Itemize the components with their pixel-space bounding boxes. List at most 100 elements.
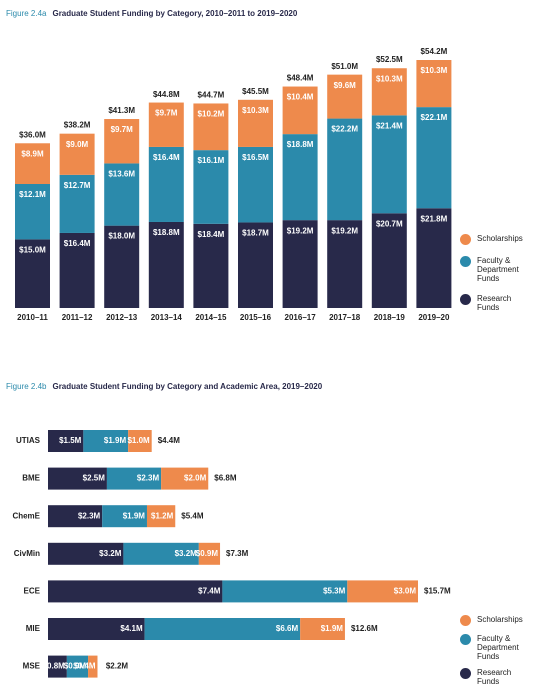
x-tick-label: 2016–17 xyxy=(285,313,317,322)
value-label: $9.7M xyxy=(155,109,178,118)
bar-segment xyxy=(59,174,95,233)
legend-entry: Faculty & Department Funds xyxy=(460,634,540,661)
bar-segment xyxy=(48,505,103,528)
legend-entry: Scholarships xyxy=(460,234,540,245)
value-label: $18.4M xyxy=(198,230,225,239)
value-label: $16.5M xyxy=(242,153,269,162)
value-label: $10.4M xyxy=(287,93,314,102)
value-label: $0.9M xyxy=(196,549,219,558)
bar-segment xyxy=(123,542,199,565)
bar-segment xyxy=(222,580,348,603)
bar-segment xyxy=(193,103,229,151)
bar-segment xyxy=(59,133,95,175)
total-label: $4.4M xyxy=(158,436,181,445)
legend-entry: Scholarships xyxy=(460,615,540,626)
x-tick-label: 2010–11 xyxy=(17,313,48,322)
value-label: $19.2M xyxy=(287,226,314,235)
value-label: $21.8M xyxy=(421,214,448,223)
x-tick-label: 2018–19 xyxy=(374,313,406,322)
value-label: $1.9M xyxy=(321,624,344,633)
value-label: $21.4M xyxy=(376,121,403,130)
value-label: $9.7M xyxy=(111,125,134,134)
bar-segment xyxy=(193,223,229,308)
value-label: $18.8M xyxy=(153,228,180,237)
bar-segment xyxy=(238,146,273,223)
y-tick-label: BME xyxy=(22,474,40,483)
bar-segment xyxy=(48,580,223,603)
value-label: $12.7M xyxy=(64,181,91,190)
y-tick-label: ECE xyxy=(24,587,41,596)
figure-label: Figure 2.4b xyxy=(6,382,47,391)
value-label: $10.3M xyxy=(376,74,403,83)
value-label: $22.1M xyxy=(421,113,448,122)
value-label: $18.8M xyxy=(287,140,314,149)
bar-segment xyxy=(15,143,50,184)
value-label: $10.2M xyxy=(198,110,225,119)
bar-segment xyxy=(144,618,301,640)
bar-segment xyxy=(83,430,129,452)
total-label: $38.2M xyxy=(64,120,91,129)
total-label: $41.3M xyxy=(108,106,135,115)
total-label: $7.3M xyxy=(226,549,249,558)
x-tick-label: 2014–15 xyxy=(195,313,227,322)
bar-segment xyxy=(48,618,145,640)
legend-label: Research Funds xyxy=(477,668,512,686)
bar-segment xyxy=(15,239,50,308)
total-label: $36.0M xyxy=(19,130,46,139)
bar-segment xyxy=(148,221,184,308)
bar-segment xyxy=(193,150,229,224)
legend-swatch xyxy=(460,234,471,245)
value-label: $13.6M xyxy=(108,170,135,179)
legend-label: Research Funds xyxy=(477,294,512,312)
total-label: $48.4M xyxy=(287,74,314,83)
total-label: $6.8M xyxy=(214,474,237,483)
value-label: $19.2M xyxy=(331,226,358,235)
value-label: $22.2M xyxy=(331,125,358,134)
value-label: $20.7M xyxy=(376,219,403,228)
y-tick-label: MSE xyxy=(23,662,41,671)
value-label: $2.0M xyxy=(184,474,207,483)
total-label: $52.5M xyxy=(376,55,403,64)
value-label: $16.4M xyxy=(153,153,180,162)
value-label: $2.3M xyxy=(137,474,160,483)
bar-segment xyxy=(371,115,407,214)
total-label: $5.4M xyxy=(181,511,204,520)
value-label: $1.9M xyxy=(104,436,127,445)
y-tick-label: ChemE xyxy=(12,511,40,520)
value-label: $4.1M xyxy=(120,624,143,633)
y-tick-label: UTIAS xyxy=(16,436,41,445)
chart-title: Figure 2.4b Graduate Student Funding by C… xyxy=(6,382,323,391)
bar-segment xyxy=(327,74,363,119)
value-label: $18.7M xyxy=(242,229,269,238)
total-label: $44.7M xyxy=(198,91,225,100)
value-label: $3.0M xyxy=(394,587,417,596)
value-label: $16.1M xyxy=(198,156,225,165)
value-label: $0.4M xyxy=(73,662,96,671)
chart-title: Figure 2.4a Graduate Student Funding by C… xyxy=(6,9,298,18)
value-label: $2.5M xyxy=(83,474,106,483)
value-label: $5.3M xyxy=(323,587,346,596)
legend-label: Scholarships xyxy=(477,234,523,243)
bar-segment xyxy=(104,119,140,164)
bar-segment xyxy=(88,655,98,678)
value-label: $8.9M xyxy=(21,149,44,158)
value-label: $1.9M xyxy=(123,511,146,520)
y-tick-label: CivMin xyxy=(14,549,40,558)
total-label: $44.8M xyxy=(153,90,180,99)
legend-entry: Research Funds xyxy=(460,668,540,686)
total-label: $15.7M xyxy=(424,587,451,596)
y-tick-label: MIE xyxy=(26,624,41,633)
value-label: $12.1M xyxy=(19,190,46,199)
bar-segment xyxy=(48,430,84,452)
bar-segment xyxy=(238,222,273,308)
legend-entry: Faculty & Department Funds xyxy=(460,256,540,283)
bar-segment xyxy=(416,208,452,308)
bar-segment xyxy=(416,107,452,209)
bar-segment xyxy=(148,102,184,147)
legend-label: Faculty & Department Funds xyxy=(477,256,519,283)
legend-label: Scholarships xyxy=(477,615,523,624)
bar-segment xyxy=(198,542,221,565)
legend-swatch xyxy=(460,668,471,679)
bar-segment xyxy=(104,225,140,308)
